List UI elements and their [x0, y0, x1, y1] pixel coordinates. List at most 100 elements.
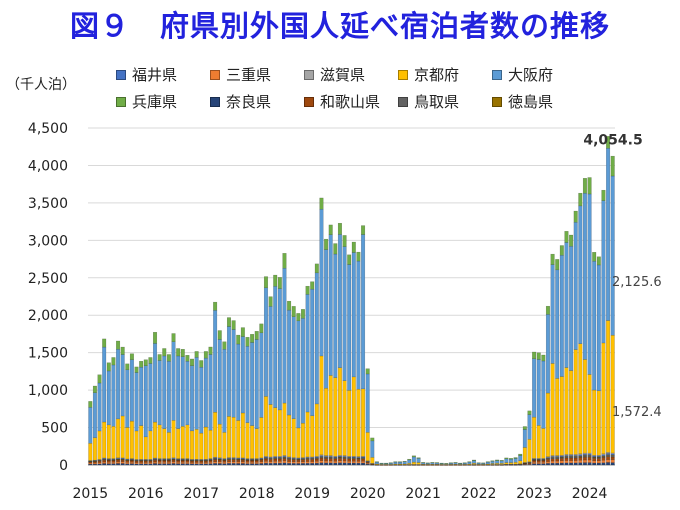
- bar-segment: [97, 430, 102, 460]
- bar-segment: [250, 460, 255, 463]
- bar-segment: [236, 420, 241, 459]
- bar-segment: [102, 346, 107, 423]
- bar-segment: [536, 352, 541, 360]
- bar-segment: [541, 354, 546, 362]
- bar-segment: [361, 234, 366, 390]
- bar-segment: [601, 462, 606, 466]
- bar-segment: [287, 414, 292, 458]
- bar-segment: [305, 461, 310, 464]
- bar-segment: [176, 428, 181, 459]
- bar-segment: [324, 249, 329, 389]
- legend-swatch: [116, 69, 126, 80]
- bar-segment: [305, 463, 310, 466]
- bar-segment: [153, 343, 158, 423]
- bar-segment: [587, 177, 592, 195]
- legend-label: 福井県: [132, 66, 178, 84]
- bar-segment: [88, 407, 93, 444]
- bar-segment: [337, 458, 342, 462]
- bar-segment: [222, 349, 227, 433]
- x-tick-label: 2015: [72, 486, 108, 502]
- bar-segment: [120, 463, 125, 466]
- bar-segment: [458, 462, 463, 464]
- bar-segment: [545, 463, 550, 466]
- bar-segment: [319, 457, 324, 461]
- bar-segment: [310, 463, 315, 466]
- bar-segment: [569, 457, 574, 461]
- bar-segment: [277, 458, 282, 462]
- bar-segment: [180, 463, 185, 466]
- bar-segment: [185, 361, 190, 426]
- bar-segment: [573, 210, 578, 223]
- bar-segment: [555, 259, 560, 271]
- bar-segment: [203, 357, 208, 428]
- bar-segment: [148, 463, 153, 466]
- bar-segment: [259, 459, 264, 463]
- bar-segment: [564, 367, 569, 455]
- bar-segment: [472, 459, 477, 461]
- total-annotation: 4,054.5: [583, 133, 642, 149]
- bar-segment: [439, 462, 444, 464]
- bar-segment: [102, 461, 107, 464]
- legend-label: 大阪府: [508, 66, 554, 84]
- bar-segment: [245, 463, 250, 466]
- bar-segment: [485, 461, 490, 463]
- bar-segment: [402, 461, 407, 462]
- bar-segment: [291, 316, 296, 419]
- bar-segment: [592, 458, 597, 462]
- bar-segment: [190, 463, 195, 466]
- bar-segment: [129, 461, 134, 464]
- bar-segment: [213, 412, 218, 458]
- bar-segment: [328, 460, 333, 464]
- bar-segment: [453, 462, 458, 464]
- bar-segment: [361, 462, 366, 466]
- bar-segment: [180, 461, 185, 464]
- bar-segment: [153, 457, 158, 459]
- bar-segment: [347, 264, 352, 391]
- bar-segment: [185, 460, 190, 463]
- bar-segment: [111, 458, 116, 460]
- bar-segment: [606, 462, 611, 466]
- bar-segment: [351, 462, 356, 466]
- bar-segment: [337, 462, 342, 466]
- bar-segment: [222, 341, 227, 350]
- bar-segment: [550, 462, 555, 466]
- bar-segment: [296, 463, 301, 466]
- bar-segment: [578, 205, 583, 344]
- bar-segment: [541, 463, 546, 466]
- bar-segment: [208, 460, 213, 463]
- legend-swatch: [304, 96, 314, 107]
- bar-segment: [97, 374, 102, 384]
- bar-segment: [324, 460, 329, 464]
- kyoto-annotation: 1,572.4: [612, 405, 662, 420]
- bar-segment: [102, 463, 107, 466]
- bar-segment: [273, 286, 278, 408]
- bar-segment: [587, 193, 592, 375]
- bar-segment: [518, 453, 523, 456]
- bar-segment: [236, 459, 241, 463]
- bar-segment: [300, 461, 305, 464]
- bar-segment: [180, 458, 185, 460]
- bar-segment: [190, 365, 195, 432]
- bar-segment: [296, 461, 301, 464]
- bar-segment: [263, 456, 268, 458]
- bar-segment: [125, 463, 130, 466]
- bar-segment: [171, 463, 176, 466]
- bar-segment: [254, 428, 259, 459]
- bar-segment: [143, 365, 148, 438]
- bar-segment: [291, 461, 296, 464]
- legend-label: 三重県: [226, 66, 272, 84]
- bar-segment: [185, 424, 190, 459]
- bar-segment: [324, 387, 329, 456]
- bar-segment: [569, 234, 574, 247]
- bar-segment: [226, 459, 231, 462]
- bar-segment: [564, 456, 569, 458]
- bar-segment: [495, 460, 500, 464]
- bar-segment: [518, 455, 523, 462]
- bar-segment: [236, 461, 241, 464]
- bar-segment: [106, 460, 111, 463]
- bar-segment: [305, 411, 310, 458]
- bar-segment: [120, 461, 125, 464]
- bar-segment: [333, 377, 338, 457]
- bar-segment: [166, 460, 171, 463]
- bar-segment: [578, 460, 583, 463]
